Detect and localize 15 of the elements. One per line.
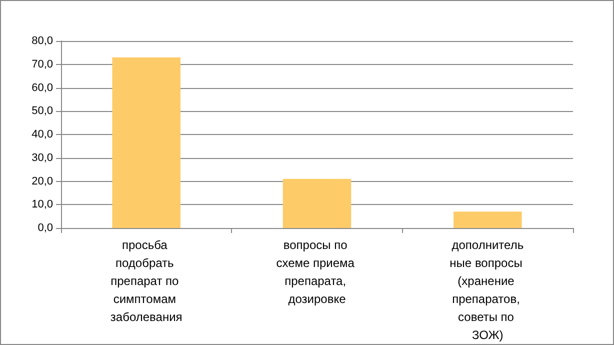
x-tick-label: дополнительные вопросы (хранение препаратов, советы по ЗОЖ) — [450, 238, 526, 342]
bar — [282, 178, 352, 228]
y-tick-label: 80,0 — [32, 35, 53, 47]
y-tick-label: 70,0 — [32, 58, 53, 70]
bar — [454, 212, 522, 228]
y-tick-label: 40,0 — [32, 128, 53, 140]
bar — [112, 57, 180, 228]
x-tick-label: вопросы по схеме приема препарата, дозировке — [276, 238, 358, 306]
y-tick-label: 60,0 — [32, 82, 53, 94]
y-tick-label: 10,0 — [32, 198, 53, 211]
y-tick-label: 20,0 — [32, 175, 53, 188]
y-tick-label: 0,0 — [38, 222, 53, 234]
x-tick-label: просьба подобрать препарат по симптомам заболевания — [110, 238, 182, 324]
y-tick-label: 30,0 — [32, 152, 53, 164]
y-tick-label: 50,0 — [32, 105, 53, 118]
